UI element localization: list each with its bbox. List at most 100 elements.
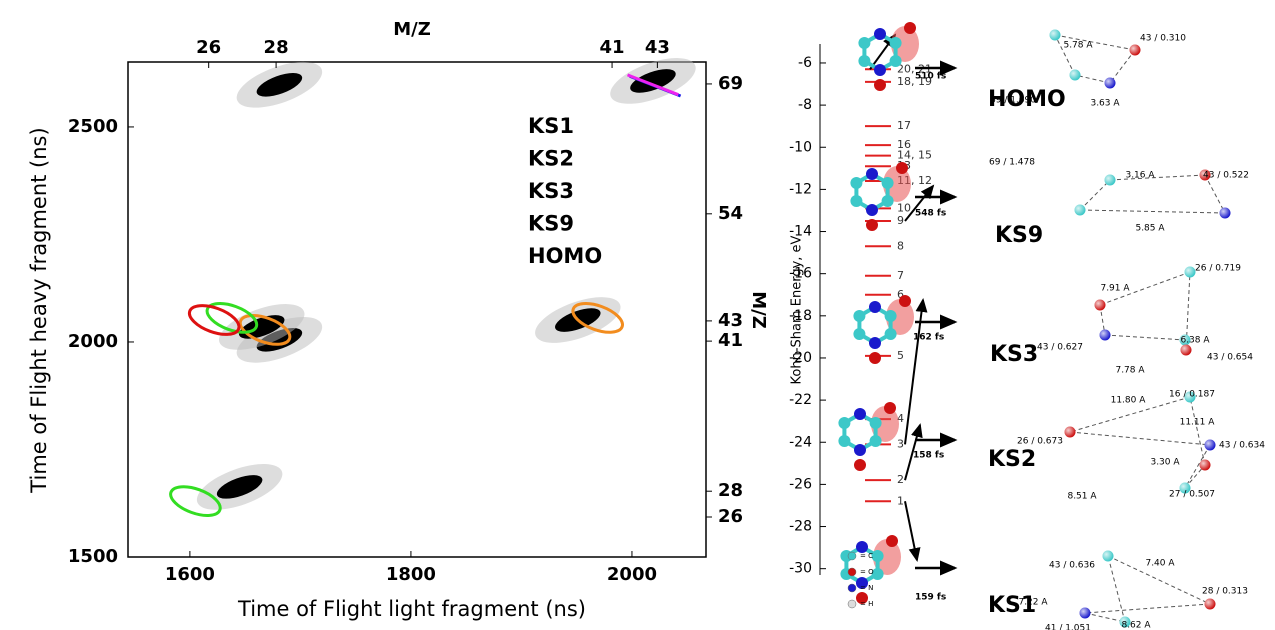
- atom: [889, 37, 902, 49]
- contour-line: [626, 73, 679, 97]
- level-label: 3: [897, 437, 904, 450]
- time-label: 159 fs: [915, 593, 946, 603]
- fragment-note: 8.62 A: [1121, 621, 1151, 630]
- y-tick-label: -28: [789, 519, 812, 535]
- atom-shine: [1180, 344, 1192, 356]
- contour: [205, 302, 259, 334]
- atom: [874, 79, 886, 91]
- contour: [238, 314, 292, 346]
- fragment-note: 43 / 0.634: [1219, 441, 1265, 451]
- fragment-note: 5.85 A: [1135, 224, 1165, 234]
- atom-shine: [1204, 598, 1216, 610]
- level-label: 14, 15: [897, 149, 932, 162]
- intensity-core: [630, 69, 676, 93]
- legend-entry: KS3: [528, 179, 574, 203]
- atom-legend-label: = N: [860, 584, 873, 592]
- atom: [838, 417, 851, 429]
- atom-shine: [1074, 204, 1086, 216]
- level-arrow: [904, 298, 928, 445]
- x-tick-label: 1600: [165, 564, 215, 585]
- y-tick-label: -22: [789, 392, 812, 408]
- fragment-note: 16 / 0.187: [1169, 390, 1215, 400]
- x-axis-title: Time of Flight light fragment (ns): [237, 597, 586, 621]
- distance-line: [1109, 49, 1136, 84]
- level-label: 4: [897, 412, 904, 425]
- y-tick-label: -16: [789, 266, 812, 282]
- atom: [871, 550, 884, 562]
- y-tick-label: 2000: [68, 331, 118, 352]
- atom: [889, 55, 902, 67]
- atom-shine: [1049, 29, 1061, 41]
- orbital-lobe: [873, 539, 901, 575]
- atom: [866, 168, 878, 180]
- atom: [886, 535, 898, 547]
- orbital-label: KS3: [990, 342, 1038, 367]
- atom-shine: [1064, 426, 1076, 438]
- top-tick-label: 41: [600, 37, 625, 58]
- fragment-note: 43 / 0.654: [1207, 353, 1253, 363]
- contour: [187, 304, 241, 336]
- fragment-note: 7.78 A: [1115, 366, 1145, 376]
- y-tick-label: -6: [798, 55, 812, 71]
- atom-shine: [1199, 459, 1211, 471]
- level-label: 6: [897, 288, 904, 301]
- fragment-note: 26 / 0.719: [1195, 264, 1241, 274]
- orbital-label: KS2: [988, 447, 1036, 472]
- atom: [854, 444, 866, 456]
- fragment-note: 69 / 1.690: [990, 96, 1036, 106]
- distance-line: [1204, 174, 1226, 214]
- legend-entry: KS9: [528, 212, 574, 236]
- plot-frame: [127, 61, 707, 558]
- distance-line: [1079, 209, 1226, 214]
- atom-shine: [1079, 607, 1091, 619]
- distance-line: [1185, 271, 1191, 351]
- atom-legend-label: = H: [860, 600, 873, 608]
- distance-line: [1079, 179, 1111, 211]
- fragment-note: 7.91 A: [1100, 284, 1130, 294]
- atom: [881, 195, 894, 207]
- distance-line: [1074, 74, 1111, 84]
- fragment-note: 43 / 0.522: [1203, 171, 1249, 181]
- fragment-note: 41 / 1.051: [1045, 624, 1091, 630]
- atom-legend-label: = O: [860, 568, 874, 576]
- fragment-note: 11.80 A: [1111, 396, 1147, 406]
- right-axis-title: M/Z: [748, 291, 769, 329]
- level-arrow: [904, 184, 935, 222]
- y-tick-label: -14: [789, 224, 812, 240]
- atom-shine: [1119, 616, 1131, 628]
- legend-entry: KS2: [528, 147, 574, 171]
- level-label: 8: [897, 239, 904, 252]
- fragment-note: 43 / 0.310: [1140, 34, 1186, 44]
- time-label: 548 fs: [915, 209, 946, 219]
- atom: [896, 162, 908, 174]
- atom: [858, 37, 871, 49]
- atom-shine: [1219, 207, 1231, 219]
- top-tick-label: 43: [645, 37, 670, 58]
- orbital-lobe: [871, 406, 899, 442]
- top-tick-label: 28: [264, 37, 289, 58]
- fragment-note: 7.40 A: [1145, 559, 1175, 569]
- y-tick-label: -18: [789, 308, 812, 324]
- atom: [904, 22, 916, 34]
- fragment-note: 26 / 0.673: [1017, 437, 1063, 447]
- atom: [850, 195, 863, 207]
- y-tick-label: -12: [789, 181, 812, 197]
- level-label: 2: [897, 473, 904, 486]
- atom: [856, 577, 868, 589]
- atom-shine: [1179, 334, 1191, 346]
- orbital-lobe: [886, 299, 914, 335]
- distance-line: [1107, 555, 1211, 605]
- fragment-note: 28 / 0.313: [1202, 587, 1248, 597]
- distance-line: [1054, 34, 1076, 76]
- atom-legend-swatch: [847, 599, 857, 609]
- distance-line: [1084, 612, 1126, 623]
- atom-shine: [1069, 69, 1081, 81]
- distance-line: [1084, 603, 1211, 614]
- atom-shine: [1104, 77, 1116, 89]
- atom-shine: [1184, 391, 1196, 403]
- distance-line: [1184, 444, 1211, 489]
- fragment-note: 43 / 0.636: [1049, 561, 1095, 571]
- y-tick-label: 2500: [68, 116, 118, 137]
- intensity-core: [256, 73, 303, 97]
